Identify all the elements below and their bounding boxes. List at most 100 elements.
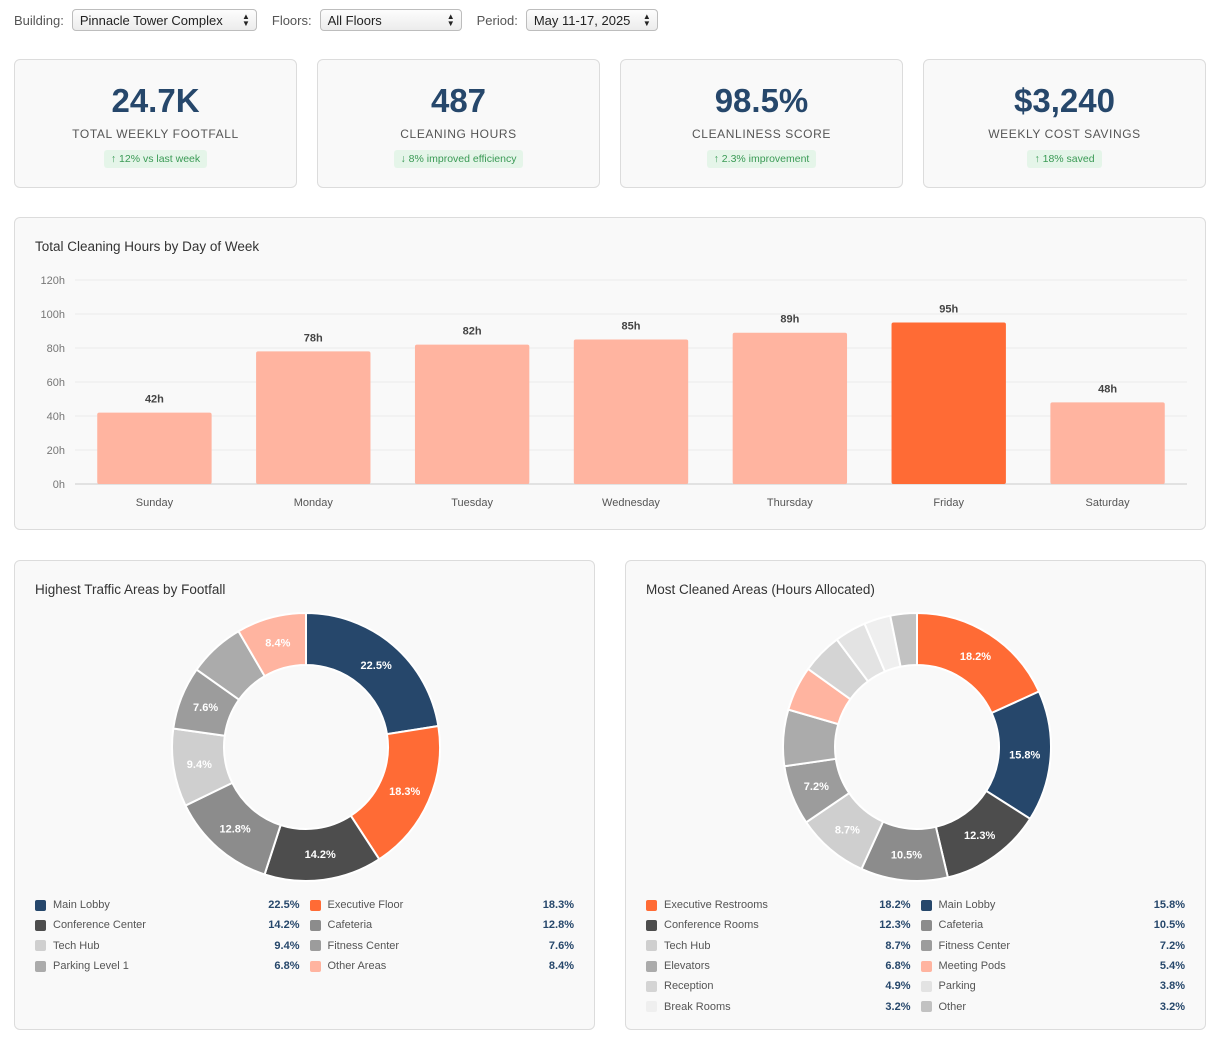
kpi-label: CLEANING HOURS [400, 127, 517, 141]
legend-item[interactable]: Tech Hub 9.4% [35, 936, 300, 956]
kpi-value: 24.7K [111, 82, 200, 119]
legend-value: 22.5% [268, 899, 300, 912]
building-select[interactable]: Pinnacle Tower Complex ▲ ▼ [71, 9, 257, 31]
legend-value: 18.3% [542, 899, 574, 912]
period-select-value: May 11-17, 2025 [533, 12, 631, 28]
cleaning-hours-panel: Total Cleaning Hours by Day of Week 0h 20… [14, 217, 1206, 530]
bar-saturday[interactable] [1050, 402, 1165, 484]
legend-item[interactable]: Conference Center 14.2% [35, 915, 300, 935]
floors-select[interactable]: All Floors ▲ ▼ [319, 9, 462, 31]
bar-chart: 0h 20h 40h 60h 80h 100h 120h 42h Sunday 78h Monday… [41, 275, 1187, 509]
legend-item[interactable]: Main Lobby 22.5% [35, 895, 300, 915]
kpi-trend-badge: ↑ 12% vs last week [103, 150, 208, 168]
kpi-card-cleanliness: 98.5% CLEANLINESS SCORE ↑ 2.3% improveme… [620, 59, 903, 188]
legend-item[interactable]: Tech Hub 8.7% [646, 936, 911, 956]
legend-swatch [35, 940, 46, 952]
legend-swatch [309, 940, 321, 952]
y-tick-label: 100h [41, 309, 65, 321]
bar-value-label: 89h [780, 314, 799, 326]
legend-item[interactable]: Executive Restrooms 18.2% [646, 895, 911, 915]
legend-swatch [35, 919, 46, 931]
y-tick-label: 20h [47, 445, 65, 457]
floors-filter-label: Floors: [271, 12, 312, 28]
kpi-card-cleaning-hours: 487 CLEANING HOURS ↓ 8% improved efficie… [317, 59, 600, 188]
legend-item[interactable]: Fitness Center 7.6% [309, 936, 574, 956]
legend-item[interactable]: Break Rooms 3.2% [646, 996, 911, 1016]
y-tick-label: 40h [47, 411, 65, 423]
kpi-card-cost-savings: $3,240 WEEKLY COST SAVINGS ↑ 18% saved [923, 59, 1206, 188]
legend-swatch [646, 919, 657, 931]
legend-value: 3.8% [1159, 980, 1185, 993]
cleaned-legend: Executive Restrooms 18.2% Main Lobby 15.8% C… [646, 895, 1185, 1017]
bar-value-label: 42h [145, 394, 164, 406]
building-filter-label: Building: [14, 12, 64, 28]
kpi-value: 487 [430, 82, 487, 119]
legend-item[interactable]: Fitness Center 7.2% [920, 936, 1185, 956]
x-tick-label: Friday [933, 497, 964, 509]
slice-value-label: 7.2% [804, 781, 829, 793]
donut-slice-other-areas[interactable] [237, 611, 307, 678]
kpi-value: $3,240 [1014, 82, 1115, 119]
bar-thursday[interactable] [732, 332, 848, 484]
kpi-trend-badge: ↑ 18% saved [1027, 150, 1102, 168]
legend-label: Conference Center [53, 919, 146, 932]
period-filter-label: Period: [476, 12, 518, 28]
legend-label: Tech Hub [53, 939, 100, 952]
legend-value: 15.8% [1153, 899, 1185, 912]
bar-monday[interactable] [256, 351, 371, 484]
legend-value: 9.4% [274, 939, 300, 952]
bar-tuesday[interactable] [414, 344, 530, 484]
legend-value: 5.4% [1159, 960, 1185, 973]
legend-label: Fitness Center [938, 939, 1011, 952]
legend-value: 14.2% [268, 919, 300, 932]
panel-title: Highest Traffic Areas by Footfall [35, 582, 226, 597]
legend-label: Meeting Pods [938, 960, 1006, 973]
legend-label: Fitness Center [327, 939, 400, 952]
legend-swatch [646, 960, 657, 972]
legend-swatch [920, 1001, 932, 1013]
select-arrows-icon: ▲ ▼ [642, 12, 651, 28]
traffic-legend: Main Lobby 22.5% Executive Floor 18.3% Confe… [35, 895, 574, 976]
legend-swatch [920, 899, 932, 911]
legend-item[interactable]: Elevators 6.8% [646, 956, 911, 976]
legend-swatch [646, 940, 657, 952]
slice-value-label: 22.5% [361, 660, 392, 672]
bar-friday[interactable] [891, 322, 1006, 485]
legend-item[interactable]: Reception 4.9% [646, 976, 911, 996]
period-select[interactable]: May 11-17, 2025 ▲ ▼ [525, 9, 658, 31]
legend-item[interactable]: Cafeteria 10.5% [920, 915, 1185, 935]
donut-slice-other[interactable] [889, 611, 918, 668]
floors-select-value: All Floors [327, 12, 382, 28]
donut-slice-main-lobby[interactable] [305, 611, 440, 736]
slice-value-label: 18.3% [389, 786, 420, 798]
legend-label: Parking [938, 980, 976, 993]
kpi-trend-badge: ↑ 2.3% improvement [706, 150, 817, 168]
legend-swatch [646, 980, 657, 992]
bar-wednesday[interactable] [573, 339, 689, 485]
legend-item[interactable]: Other Areas 8.4% [309, 956, 574, 976]
panel-title: Total Cleaning Hours by Day of Week [35, 239, 260, 254]
slice-value-label: 12.3% [964, 830, 995, 842]
legend-label: Executive Floor [327, 899, 404, 912]
kpi-label: WEEKLY COST SAVINGS [988, 127, 1141, 141]
legend-item[interactable]: Main Lobby 15.8% [920, 895, 1185, 915]
legend-item[interactable]: Executive Floor 18.3% [309, 895, 574, 915]
legend-item[interactable]: Conference Rooms 12.3% [646, 915, 911, 935]
x-tick-label: Thursday [767, 497, 813, 509]
legend-label: Other Areas [327, 960, 387, 973]
bar-sunday[interactable] [97, 412, 212, 484]
legend-label: Break Rooms [664, 1000, 731, 1013]
legend-item[interactable]: Parking 3.8% [920, 976, 1185, 996]
legend-swatch [309, 919, 321, 931]
slice-value-label: 7.6% [193, 702, 218, 714]
legend-item[interactable]: Meeting Pods 5.4% [920, 956, 1185, 976]
legend-item[interactable]: Cafeteria 12.8% [309, 915, 574, 935]
slice-value-label: 14.2% [305, 849, 336, 861]
slice-value-label: 8.4% [265, 638, 290, 650]
traffic-donut-chart: 22.5% 18.3% 14.2% 12.8% 9.4% 7.6% 8.4% [171, 611, 441, 882]
legend-value: 18.2% [879, 899, 911, 912]
legend-swatch [309, 960, 321, 972]
legend-item[interactable]: Other 3.2% [920, 996, 1185, 1016]
legend-item[interactable]: Parking Level 1 6.8% [35, 956, 300, 976]
legend-swatch [35, 960, 46, 972]
